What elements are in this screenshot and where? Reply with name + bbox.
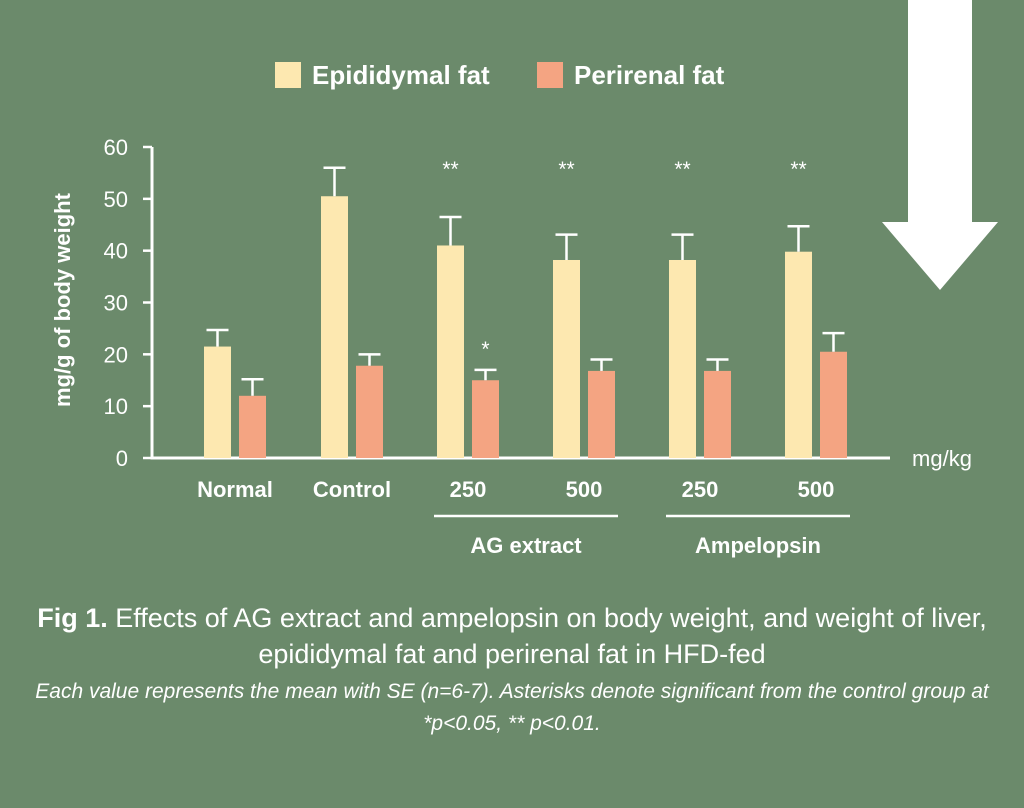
caption-label: Fig 1. (37, 603, 108, 633)
legend-swatch (275, 62, 301, 88)
bar (820, 351, 847, 458)
y-tick-label: 10 (104, 394, 128, 419)
y-tick-label: 40 (104, 239, 128, 264)
bar (321, 196, 348, 458)
significance-marker: ** (558, 158, 574, 181)
x-tick-label: 250 (450, 477, 487, 502)
bar (669, 259, 696, 458)
bar (704, 370, 731, 458)
y-tick-label: 20 (104, 342, 128, 367)
group-label: Ampelopsin (695, 533, 821, 558)
bar (588, 370, 615, 458)
bar (437, 245, 464, 458)
figure-caption: Fig 1. Effects of AG extract and ampelop… (20, 600, 1004, 740)
chart: Epididymal fat Perirenal fat 0 10 20 30 40 50 6… (50, 0, 998, 558)
x-tick-label: 500 (566, 477, 603, 502)
x-unit-label: mg/kg (912, 446, 972, 471)
y-tick-label: 50 (104, 187, 128, 212)
legend: Epididymal fat Perirenal fat (275, 60, 725, 90)
axes: 0 10 20 30 40 50 60 Normal Control 250 500 250 500 AG… (104, 135, 890, 558)
bars: ** ** ** *** (204, 158, 847, 458)
y-tick-label: 0 (116, 446, 128, 471)
legend-label: Perirenal fat (574, 60, 725, 90)
down-arrow-icon (882, 0, 998, 290)
caption-note: Each value represents the mean with SE (… (35, 680, 989, 735)
bar (204, 346, 231, 458)
bar (356, 365, 383, 458)
bar (239, 395, 266, 458)
x-tick-label: 500 (798, 477, 835, 502)
caption-text: Effects of AG extract and ampelopsin on … (115, 603, 987, 669)
bar (472, 380, 499, 458)
y-axis-label: mg/g of body weight (50, 192, 75, 407)
caption-main: Fig 1. Effects of AG extract and ampelop… (20, 600, 1004, 672)
significance-marker: * (481, 338, 489, 361)
legend-label: Epididymal fat (312, 60, 490, 90)
x-tick-label: Control (313, 477, 391, 502)
significance-marker: ** (442, 158, 458, 181)
bar (785, 251, 812, 458)
bar (553, 259, 580, 458)
y-tick-label: 30 (104, 291, 128, 316)
x-tick-label: Normal (197, 477, 273, 502)
legend-swatch (537, 62, 563, 88)
y-tick-label: 60 (104, 135, 128, 160)
x-tick-label: 250 (682, 477, 719, 502)
significance-marker: ** (674, 158, 690, 181)
significance-marker: ** (790, 158, 806, 181)
group-label: AG extract (470, 533, 582, 558)
